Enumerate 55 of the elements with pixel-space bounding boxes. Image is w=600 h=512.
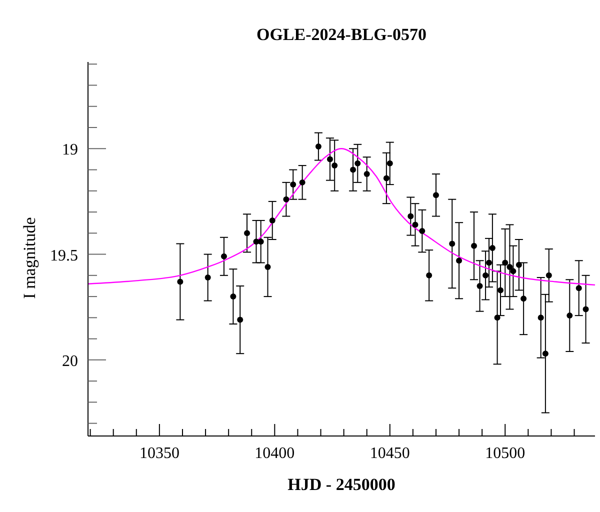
y-tick-label: 20 [62, 352, 78, 370]
point [299, 179, 306, 186]
point [432, 192, 439, 198]
point [332, 162, 338, 169]
point [269, 217, 276, 224]
point [542, 350, 548, 357]
point [204, 274, 211, 281]
y-tick-label: 19.5 [50, 247, 78, 264]
y-axis-title: I magnitude [20, 216, 40, 301]
point [449, 240, 456, 247]
point [538, 314, 544, 321]
point [419, 228, 426, 234]
point [456, 258, 462, 264]
point [426, 272, 432, 278]
point [408, 213, 414, 220]
point [510, 268, 516, 274]
x-tick-label: 10400 [254, 445, 295, 462]
x-tick-label: 10350 [139, 445, 180, 462]
point [576, 285, 582, 292]
point [244, 230, 250, 236]
point [364, 170, 370, 177]
point [471, 242, 478, 249]
point [354, 160, 361, 166]
point [264, 264, 271, 270]
point [220, 253, 227, 260]
point [489, 244, 496, 251]
point [506, 264, 513, 270]
point [237, 316, 244, 323]
point [315, 144, 322, 150]
point [230, 294, 236, 300]
point [386, 160, 393, 166]
x-axis-title: HJD - 2450000 [286, 475, 396, 495]
point [476, 282, 483, 289]
point [350, 166, 356, 173]
x-tick-label: 10500 [485, 445, 526, 462]
chart-title: OGLE-2024-BLG-0570 [255, 25, 428, 45]
point [546, 272, 552, 278]
point [326, 156, 333, 162]
point [177, 278, 184, 285]
point [516, 262, 522, 268]
point [482, 272, 489, 278]
point [290, 182, 296, 188]
point [582, 306, 589, 312]
point [520, 296, 527, 302]
x-tick-label: 10450 [370, 445, 410, 462]
line-series [88, 148, 595, 286]
point [412, 222, 418, 228]
y-tick-label: 19 [62, 142, 78, 159]
point [498, 287, 504, 294]
point [383, 175, 390, 182]
point [283, 196, 290, 202]
point [494, 314, 500, 321]
point [486, 260, 492, 266]
point [566, 312, 573, 319]
point [502, 260, 508, 266]
